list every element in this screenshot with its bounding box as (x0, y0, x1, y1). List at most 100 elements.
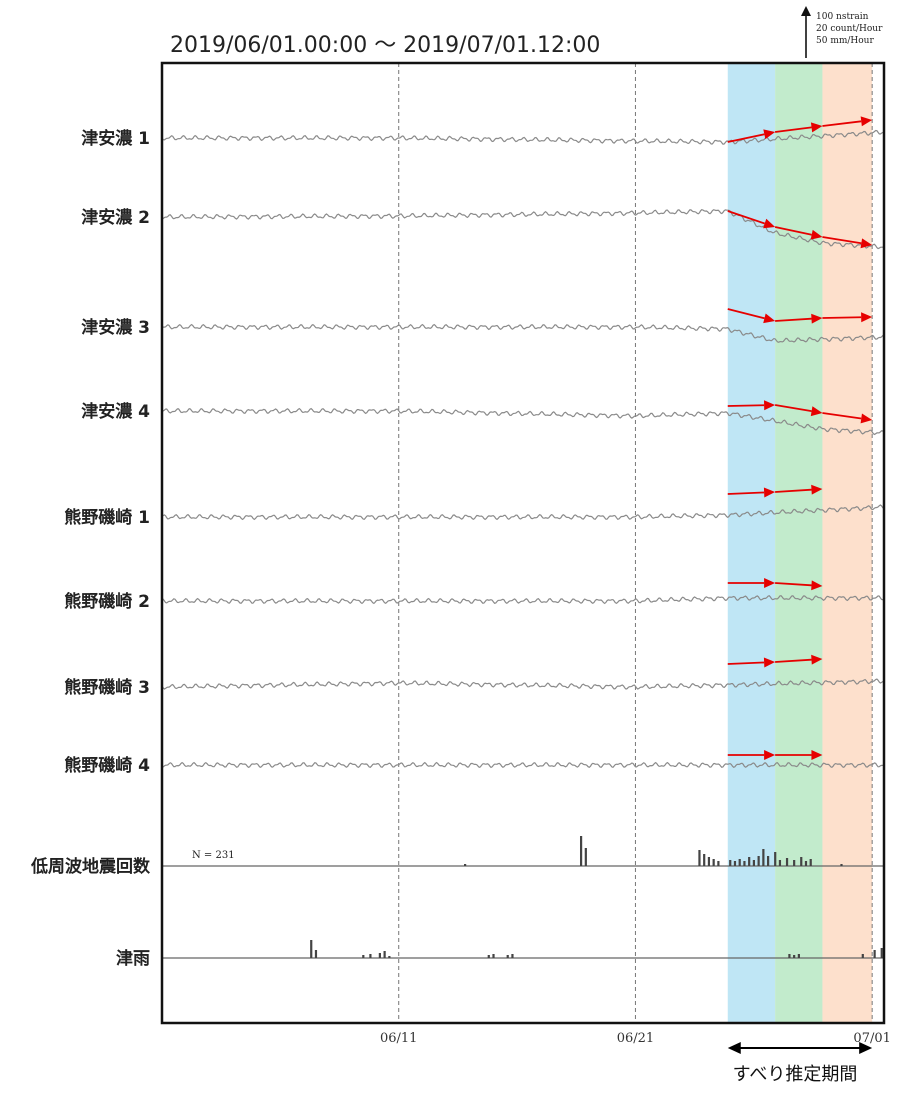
bar-10-4 (369, 954, 372, 958)
row-label-3: 津安濃 3 (81, 317, 150, 338)
trace-6 (161, 594, 885, 605)
arrow-2-2-head (810, 229, 823, 240)
bar-9-5 (703, 854, 706, 866)
arrow-2-3-head (860, 238, 873, 249)
bar-10-9 (492, 954, 495, 958)
bar-9-10 (733, 861, 737, 866)
bar-10-8 (487, 955, 490, 958)
bar-9-13 (748, 857, 751, 866)
x-tick-label-3: 07/01 (853, 1031, 890, 1046)
bar-10-14 (797, 954, 800, 958)
bar-10-11 (511, 954, 514, 958)
chart-title: 2019/06/01.00:00 ～ 2019/07/01.12:00 (170, 33, 600, 58)
arrow-7-1-shaft (727, 661, 765, 665)
arrow-1-2-head (810, 122, 823, 133)
bar-9-14 (752, 860, 756, 866)
trace-5 (161, 504, 885, 521)
bar-9-15 (757, 856, 760, 866)
arrow-3-2-shaft (775, 317, 812, 322)
scale-legend-count: 20 count/Hour (816, 24, 883, 34)
arrow-7-2-head (811, 654, 823, 665)
arrow-4-1-shaft (727, 404, 765, 407)
arrow-2-1-shaft (727, 210, 765, 225)
trace-1 (161, 129, 884, 145)
bar-9-11 (738, 859, 741, 866)
bar-9-9 (729, 860, 732, 866)
bar-10-1 (310, 940, 313, 958)
bar-10-10 (506, 955, 509, 958)
bar-10-3 (362, 955, 365, 958)
arrow-8-1-head (764, 750, 776, 760)
period-arrow-right (859, 1042, 873, 1054)
scale-legend-strain: 100 nstrain (816, 12, 869, 22)
arrow-2-1-head (763, 218, 776, 229)
arrow-2-2-shaft (774, 226, 812, 236)
arrow-4-1-head (764, 400, 776, 411)
arrow-3-3-shaft (822, 316, 862, 319)
bar-10-2 (314, 950, 318, 958)
arrow-5-2-head (811, 484, 823, 495)
arrow-3-1-shaft (727, 308, 765, 320)
count-annotation: N = 231 (192, 850, 235, 861)
bar-9-7 (712, 859, 715, 866)
bar-9-19 (778, 860, 782, 866)
arrow-6-2-shaft (775, 582, 812, 587)
arrow-3-2-head (811, 313, 823, 324)
arrow-6-2-head (811, 580, 823, 591)
arrow-5-1-shaft (727, 491, 765, 495)
x-tick-label-1: 06/11 (380, 1031, 417, 1046)
bar-10-16 (873, 950, 876, 958)
arrow-7-1-head (763, 657, 776, 668)
trace-7 (161, 678, 885, 690)
scale-arrow-head (801, 6, 811, 16)
arrow-5-2-shaft (775, 488, 812, 493)
arrow-1-1-head (763, 129, 776, 140)
trace-3 (161, 323, 885, 343)
count-rain-bars (310, 836, 883, 958)
bar-9-22 (800, 857, 803, 866)
row-label-7: 熊野磯崎 3 (64, 677, 150, 698)
row-label-1: 津安濃 1 (81, 128, 150, 149)
bar-9-3 (584, 848, 587, 866)
period-arrow-left (727, 1042, 741, 1054)
bar-10-5 (378, 953, 381, 958)
series-traces (161, 129, 885, 959)
arrow-4-2-shaft (774, 404, 812, 413)
bar-9-8 (717, 861, 720, 866)
arrow-3-3-head (861, 312, 873, 323)
arrow-3-1-head (763, 313, 776, 324)
bar-9-4 (698, 850, 701, 866)
arrow-4-3-head (860, 413, 873, 424)
trace-2 (161, 209, 885, 250)
arrow-1-1-shaft (727, 133, 765, 143)
bar-10-17 (880, 948, 883, 958)
bar-9-12 (743, 861, 746, 866)
arrow-1-2-shaft (774, 126, 812, 133)
plot-frame (160, 61, 886, 1025)
bar-9-25 (840, 864, 843, 866)
bar-9-21 (793, 860, 796, 866)
shaded-period-3 (822, 63, 873, 1023)
shaded-periods (727, 63, 873, 1023)
row-label-4: 津安濃 4 (81, 401, 150, 422)
bar-10-15 (861, 954, 864, 958)
scale-legend: 100 nstrain 20 count/Hour 50 mm/Hour (801, 6, 883, 58)
bar-9-2 (579, 836, 583, 866)
arrow-1-3-head (860, 116, 873, 127)
arrow-5-1-head (763, 487, 776, 498)
x-axis-ticks: 06/11 06/21 07/01 (380, 1031, 891, 1046)
trace-4 (161, 407, 885, 436)
gridlines (398, 63, 873, 1023)
bar-9-18 (774, 852, 777, 866)
trace-8 (161, 761, 885, 769)
row-label-6: 熊野磯崎 2 (64, 591, 150, 612)
arrow-6-1-head (764, 578, 776, 588)
row-label-9: 低周波地震回数 (30, 856, 151, 877)
bar-9-20 (785, 858, 789, 866)
arrow-1-3-shaft (822, 120, 862, 127)
scale-legend-rain: 50 mm/Hour (816, 36, 874, 46)
shaded-period-2 (775, 63, 823, 1023)
bar-10-13 (793, 955, 796, 958)
bar-9-23 (804, 861, 808, 866)
